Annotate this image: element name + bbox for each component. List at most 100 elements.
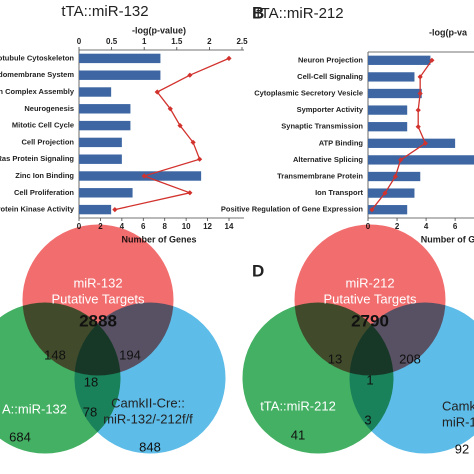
line xyxy=(371,59,433,211)
line-marker xyxy=(112,207,118,213)
bar xyxy=(79,104,131,114)
bar xyxy=(79,87,112,97)
line-marker xyxy=(187,190,193,196)
bar xyxy=(368,188,415,198)
bar xyxy=(368,72,415,82)
bar xyxy=(368,105,408,115)
line-marker xyxy=(154,89,160,95)
line-marker xyxy=(417,90,423,97)
line-marker xyxy=(141,173,147,179)
line-marker xyxy=(190,139,196,145)
set-label: Putative Targets xyxy=(52,291,145,306)
bar xyxy=(79,137,122,148)
x-tick-label: 10 xyxy=(182,222,191,231)
line-marker xyxy=(187,72,193,78)
panel-label: B xyxy=(252,3,264,22)
x-tick-label: 2 xyxy=(395,222,400,231)
region-count: 194 xyxy=(119,347,141,362)
bar xyxy=(79,204,112,215)
set-label: CamkII-Cre:: xyxy=(111,395,185,410)
category-label: Zinc Ion Binding xyxy=(15,171,74,180)
line-marker xyxy=(197,156,203,162)
set-circle xyxy=(348,301,474,455)
category-label: Neuron Projection xyxy=(298,55,363,64)
x2-tick-label: 0 xyxy=(77,37,82,46)
category-label: ndomembrane System xyxy=(0,70,74,79)
line-marker xyxy=(369,207,375,213)
bar xyxy=(79,120,131,131)
set-label: miR-212 xyxy=(345,275,394,290)
set-label: miR-1 xyxy=(442,414,474,429)
category-label: Mitotic Cell Cycle xyxy=(12,121,74,130)
x-axis-label: Number of G xyxy=(421,234,474,244)
region-count: 148 xyxy=(44,347,66,362)
category-label: f Ras Protein Signaling xyxy=(0,154,74,163)
category-label: Neurogenesis xyxy=(24,104,74,113)
set-label: tTA::miR-212 xyxy=(260,398,336,413)
category-label: rotubule Cytoskeleton xyxy=(0,53,74,62)
x2-tick-label: 2.5 xyxy=(236,37,248,46)
region-count: 208 xyxy=(399,351,421,366)
bar xyxy=(79,154,122,164)
x2-tick-label: 1.5 xyxy=(171,37,183,46)
category-label: Cell Proliferation xyxy=(14,188,74,197)
bar xyxy=(79,53,161,64)
line-marker xyxy=(417,74,423,80)
x-tick-label: 12 xyxy=(203,222,212,231)
set-label: A::miR-132 xyxy=(2,401,67,416)
line-marker xyxy=(167,106,173,112)
x-tick-label: 6 xyxy=(453,222,458,231)
bar xyxy=(79,171,202,181)
category-label: Transmembrane Protein xyxy=(277,171,363,180)
line-marker xyxy=(392,173,398,180)
bar xyxy=(368,55,431,65)
category-label: Alternative Splicing xyxy=(293,155,363,164)
category-label: Cell-Cell Signaling xyxy=(297,72,363,81)
bar xyxy=(368,205,408,215)
set-label: Putative Targets xyxy=(324,291,417,306)
category-label: Ion Transport xyxy=(315,188,363,197)
region-count: 13 xyxy=(328,351,342,366)
bar xyxy=(368,138,456,148)
set-circle xyxy=(73,301,227,455)
region-count: 41 xyxy=(291,427,305,442)
set-label: Camk xyxy=(442,398,474,413)
region-count: 92 xyxy=(455,441,469,456)
x-axis-label: Number of Genes xyxy=(121,234,196,244)
bar xyxy=(368,155,474,165)
bar xyxy=(79,70,161,80)
chart-title: tTA::miR-212 xyxy=(256,5,343,22)
category-label: Protein Kinase Activity xyxy=(0,205,75,214)
category-label: ATP Binding xyxy=(319,138,364,147)
category-label: Synaptic Transmission xyxy=(281,122,363,131)
x2-axis-label: -log(p-value) xyxy=(132,25,186,35)
line-marker xyxy=(177,123,183,129)
line-marker xyxy=(415,124,421,130)
set-label: miR-132 xyxy=(73,275,122,290)
region-count: 848 xyxy=(139,439,161,454)
region-count: 684 xyxy=(9,429,31,444)
x-tick-label: 4 xyxy=(424,222,429,231)
set-label: miR-132/-212f/f xyxy=(103,411,193,426)
category-label: Cell Projection xyxy=(21,137,74,146)
region-count: 78 xyxy=(83,404,97,419)
line-marker xyxy=(382,190,388,196)
category-label: rotein Complex Assembly xyxy=(0,87,75,96)
category-label: Cytoplasmic Secretory Vesicle xyxy=(254,88,363,97)
line-marker xyxy=(226,55,232,61)
bar xyxy=(368,122,408,132)
line-marker xyxy=(429,57,435,63)
line-marker xyxy=(398,157,404,163)
region-count: 2790 xyxy=(351,311,389,330)
category-label: Symporter Activity xyxy=(297,105,364,114)
x2-tick-label: 2 xyxy=(207,37,212,46)
bar xyxy=(79,188,133,198)
chart-title: tTA::miR-132 xyxy=(61,3,148,20)
line-marker xyxy=(422,140,428,146)
region-count: 3 xyxy=(364,412,371,427)
x2-axis-label: -log(p-va xyxy=(429,27,468,37)
region-count: 1 xyxy=(366,372,373,387)
x-tick-label: 4 xyxy=(120,222,125,231)
x-tick-label: 14 xyxy=(225,222,234,231)
